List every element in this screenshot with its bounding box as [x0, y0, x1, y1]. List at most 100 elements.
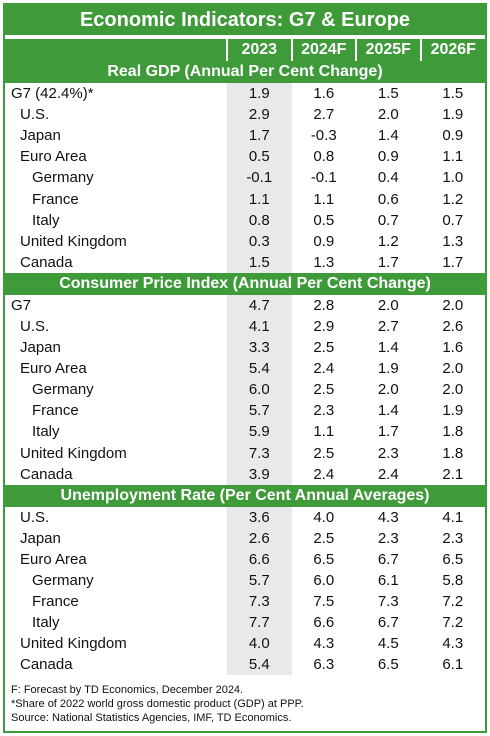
row-label: Germany	[32, 572, 94, 590]
value-cell: 6.5	[377, 656, 399, 674]
value-cell: 6.0	[227, 379, 292, 401]
table-row: U.S. 4.1 2.9 2.7 2.6	[5, 315, 485, 338]
table-row: Euro Area 5.4 2.4 1.9 2.0	[5, 358, 485, 380]
value-cell: 4.5	[377, 635, 399, 653]
row-label: U.S.	[20, 317, 50, 335]
value-cell: 2.4	[377, 465, 399, 483]
value-cell: 2.6	[227, 527, 292, 549]
row-label: France	[32, 190, 79, 208]
indicator-table-frame: Economic Indicators: G7 & Europe 2023 20…	[3, 3, 487, 733]
table-row: United Kingdom 0.3 0.9 1.2 1.3	[5, 230, 485, 252]
row-label: G7	[11, 296, 32, 314]
value-cell: 6.6	[227, 548, 292, 570]
value-cell: 2.5	[313, 381, 335, 399]
value-cell: 4.0	[227, 633, 292, 655]
value-cell: 7.7	[227, 612, 292, 634]
value-cell: 1.4	[377, 339, 399, 357]
row-label: G7 (42.4%)*	[11, 85, 94, 103]
row-label: U.S.	[20, 106, 50, 124]
row-label: Euro Area	[20, 550, 87, 568]
value-cell: 5.9	[227, 421, 292, 443]
value-cell: 0.9	[313, 232, 335, 250]
value-cell: 1.1	[313, 423, 335, 441]
value-cell: 0.9	[377, 148, 399, 166]
table-row: Japan 1.7 -0.3 1.4 0.9	[5, 125, 485, 147]
section-heading: Consumer Price Index (Annual Per Cent Ch…	[5, 272, 485, 295]
footnotes: F: Forecast by TD Economics, December 20…	[11, 683, 304, 725]
table-row: France 1.1 1.1 0.6 1.2	[5, 188, 485, 210]
table-row: Japan 2.6 2.5 2.3 2.3	[5, 527, 485, 549]
table-row: Germany 6.0 2.5 2.0 2.0	[5, 379, 485, 401]
row-label: United Kingdom	[20, 444, 127, 462]
value-cell: 7.2	[442, 614, 464, 632]
value-cell: 2.1	[442, 465, 464, 483]
value-cell: 1.9	[377, 360, 399, 378]
value-cell: 1.4	[377, 127, 399, 145]
value-cell: 4.3	[377, 508, 399, 526]
footnote-share: *Share of 2022 world gross domestic prod…	[11, 698, 304, 710]
value-cell: 1.2	[442, 190, 464, 208]
row-label: Euro Area	[20, 148, 87, 166]
value-cell: 7.2	[442, 593, 464, 611]
value-cell: 2.0	[442, 296, 464, 314]
value-cell: 2.5	[313, 529, 335, 547]
column-header: 2023	[226, 39, 292, 61]
value-cell: 1.9	[442, 106, 464, 124]
value-cell: 1.3	[313, 253, 335, 271]
value-cell: 6.7	[377, 614, 399, 632]
value-cell: 1.6	[442, 339, 464, 357]
footnote-source: Source: National Statistics Agencies, IM…	[11, 712, 292, 724]
value-cell: 1.1	[442, 148, 464, 166]
value-cell: 1.3	[442, 232, 464, 250]
value-cell: 1.5	[442, 85, 464, 103]
value-cell: 1.8	[442, 444, 464, 462]
row-label: Germany	[32, 381, 94, 399]
value-cell: 4.7	[227, 294, 292, 316]
value-cell: 5.8	[442, 572, 464, 590]
value-cell: 2.3	[377, 529, 399, 547]
row-label: Italy	[32, 423, 60, 441]
table-row: U.S. 3.6 4.0 4.3 4.1	[5, 506, 485, 528]
value-cell: 7.3	[227, 591, 292, 613]
row-label: Canada	[20, 656, 73, 674]
row-label: Canada	[20, 253, 73, 271]
section-heading: Unemployment Rate (Per Cent Annual Avera…	[5, 484, 485, 507]
value-cell: 1.1	[313, 190, 335, 208]
value-cell: 6.3	[313, 656, 335, 674]
table-row: G7 4.7 2.8 2.0 2.0	[5, 294, 485, 316]
value-cell: 2.7	[377, 317, 399, 335]
row-label: Italy	[32, 614, 60, 632]
table-row: Euro Area 0.5 0.8 0.9 1.1	[5, 146, 485, 168]
value-cell: 0.6	[377, 190, 399, 208]
value-cell: 3.3	[227, 337, 292, 359]
table-row: Germany -0.1 -0.1 0.4 1.0	[5, 167, 485, 189]
value-cell: 6.7	[377, 550, 399, 568]
table-body: Real GDP (Annual Per Cent Change) G7 (42.…	[5, 61, 485, 676]
section-header-row: Real GDP (Annual Per Cent Change)	[5, 61, 485, 83]
column-header: 2026F	[419, 39, 485, 61]
value-cell: 0.7	[377, 211, 399, 229]
value-cell: 2.3	[442, 529, 464, 547]
value-cell: 0.8	[227, 209, 292, 231]
row-label: United Kingdom	[20, 232, 127, 250]
table-row: U.S. 2.9 2.7 2.0 1.9	[5, 104, 485, 126]
value-cell: 4.3	[442, 635, 464, 653]
value-cell: 4.1	[442, 508, 464, 526]
value-cell: 1.8	[442, 423, 464, 441]
value-cell: 2.0	[442, 360, 464, 378]
value-cell: 0.5	[227, 146, 292, 168]
row-label: Canada	[20, 465, 73, 483]
value-cell: 3.9	[227, 463, 292, 485]
value-cell: 2.0	[377, 296, 399, 314]
value-cell: 6.1	[442, 656, 464, 674]
value-cell: 0.9	[442, 127, 464, 145]
table-row: Canada 5.4 6.3 6.5 6.1	[5, 654, 485, 676]
value-cell: 4.3	[313, 635, 335, 653]
column-header-row: 2023 2024F 2025F 2026F	[5, 39, 485, 61]
value-cell: 2.3	[377, 444, 399, 462]
value-cell: 6.6	[313, 614, 335, 632]
table-row: Germany 5.7 6.0 6.1 5.8	[5, 569, 485, 592]
value-cell: 0.7	[442, 211, 464, 229]
row-label: Japan	[20, 529, 61, 547]
value-cell: 1.7	[377, 253, 399, 271]
